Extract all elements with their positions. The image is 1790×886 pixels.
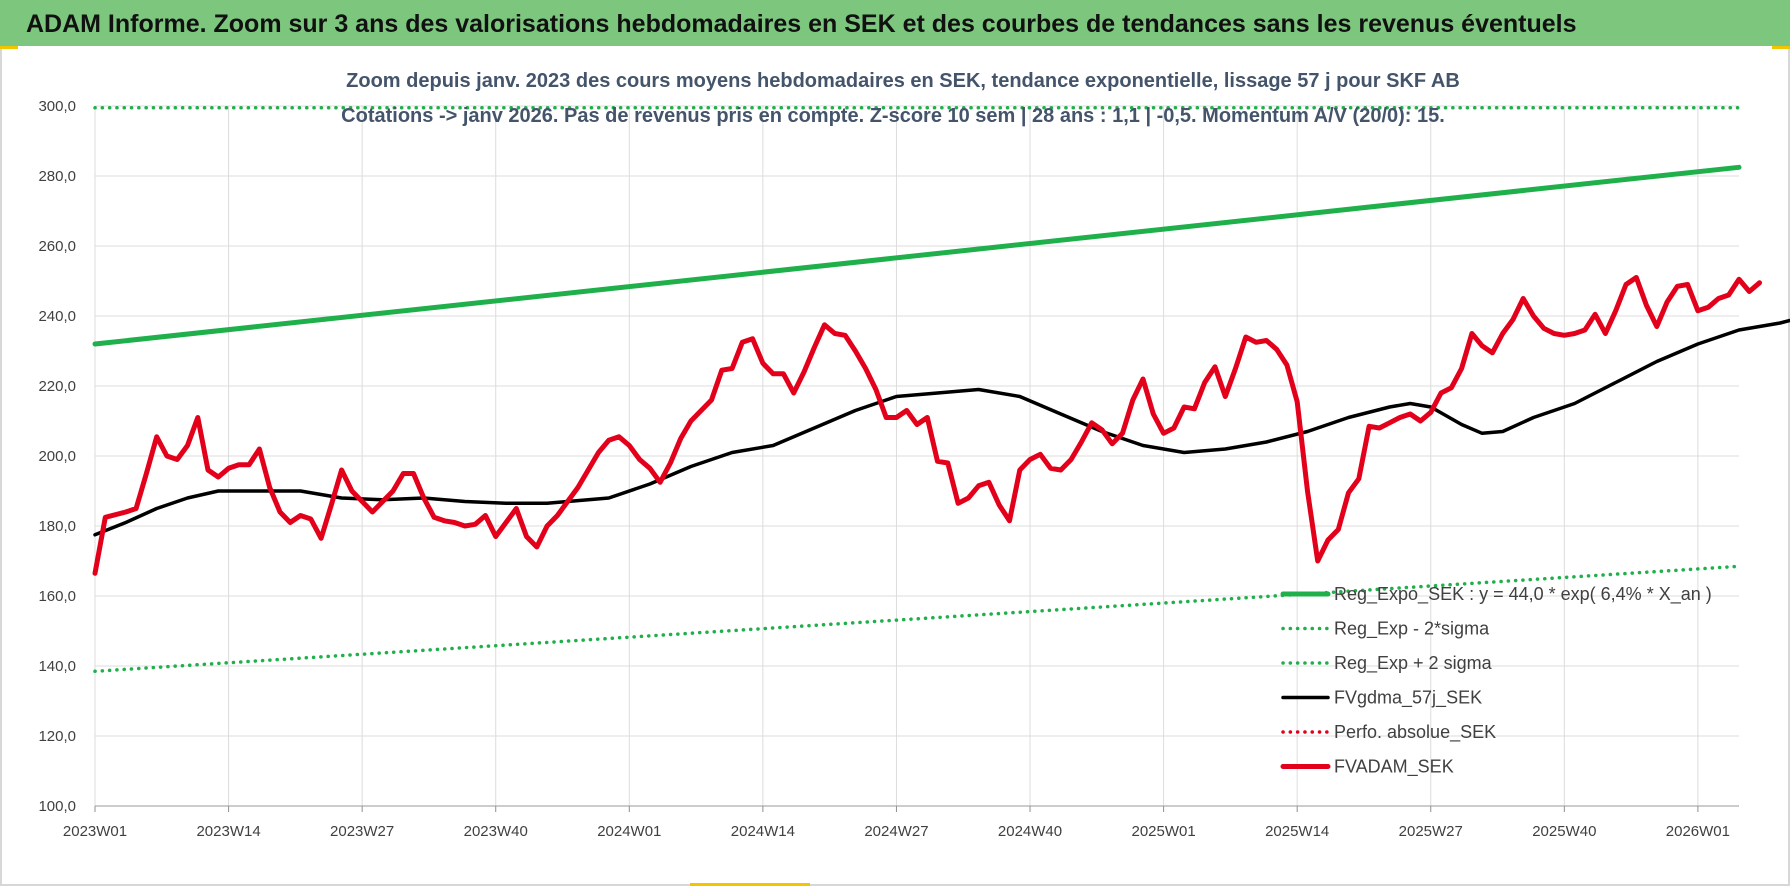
x-tick-label: 2024W01 (597, 823, 661, 840)
series-line (92, 275, 1762, 576)
frame-accent-left (0, 46, 18, 49)
frame-accent-bottom (690, 883, 810, 886)
y-tick-label: 200,0 (38, 448, 76, 465)
legend-label: Perfo. absolue_SEK (1334, 722, 1496, 743)
x-tick-label: 2025W01 (1131, 823, 1195, 840)
x-tick-label: 2024W14 (731, 823, 795, 840)
chart-axes: 100,0 120,0 140,0 160,0 180,0 200,0 220,0 240,0… (38, 98, 1739, 840)
x-tick-label: 2025W14 (1265, 823, 1329, 840)
legend-label: FVADAM_SEK (1334, 757, 1454, 778)
y-tick-label: 280,0 (38, 168, 76, 185)
y-tick-label: 140,0 (38, 658, 76, 675)
x-tick-label: 2023W14 (196, 823, 260, 840)
series-line (93, 564, 1741, 674)
x-tick-label: 2026W01 (1666, 823, 1730, 840)
chart-series (92, 106, 1790, 674)
frame-accent-right (1772, 46, 1790, 49)
y-tick-label: 240,0 (38, 308, 76, 325)
report-title-banner: ADAM Informe. Zoom sur 3 ans des valoris… (0, 0, 1790, 46)
y-tick-label: 180,0 (38, 518, 76, 535)
chart-legend: Reg_Expo_SEK : y = 44,0 * exp( 6,4% * X_… (1280, 584, 1712, 778)
y-tick-label: 300,0 (38, 98, 76, 115)
y-tick-label: 100,0 (38, 798, 76, 815)
chart-subtitle-line-1: Zoom depuis janv. 2023 des cours moyens … (346, 70, 1460, 92)
series-line (92, 164, 1742, 347)
legend-label: Reg_Exp + 2 sigma (1334, 653, 1493, 674)
series-line (93, 318, 1790, 537)
chart-grid (94, 105, 1739, 807)
chart-subtitle-line-2: Cotations -> janv 2026. Pas de revenus p… (341, 105, 1445, 127)
x-tick-label: 2023W27 (330, 823, 394, 840)
x-tick-label: 2023W40 (464, 823, 528, 840)
legend-label: Reg_Exp - 2*sigma (1334, 619, 1490, 640)
legend-label: Reg_Expo_SEK : y = 44,0 * exp( 6,4% * X_… (1334, 584, 1712, 605)
x-tick-label: 2025W40 (1532, 823, 1596, 840)
x-tick-label: 2024W40 (998, 823, 1062, 840)
y-tick-label: 120,0 (38, 728, 76, 745)
x-tick-label: 2024W27 (864, 823, 928, 840)
x-tick-label: 2025W27 (1399, 823, 1463, 840)
report-title: ADAM Informe. Zoom sur 3 ans des valoris… (26, 10, 1577, 38)
legend-label: FVgdma_57j_SEK (1334, 688, 1482, 709)
x-tick-label: 2023W01 (63, 823, 127, 840)
y-tick-label: 160,0 (38, 588, 76, 605)
chart-frame (0, 46, 1790, 886)
y-tick-label: 260,0 (38, 238, 76, 255)
y-tick-label: 220,0 (38, 378, 76, 395)
